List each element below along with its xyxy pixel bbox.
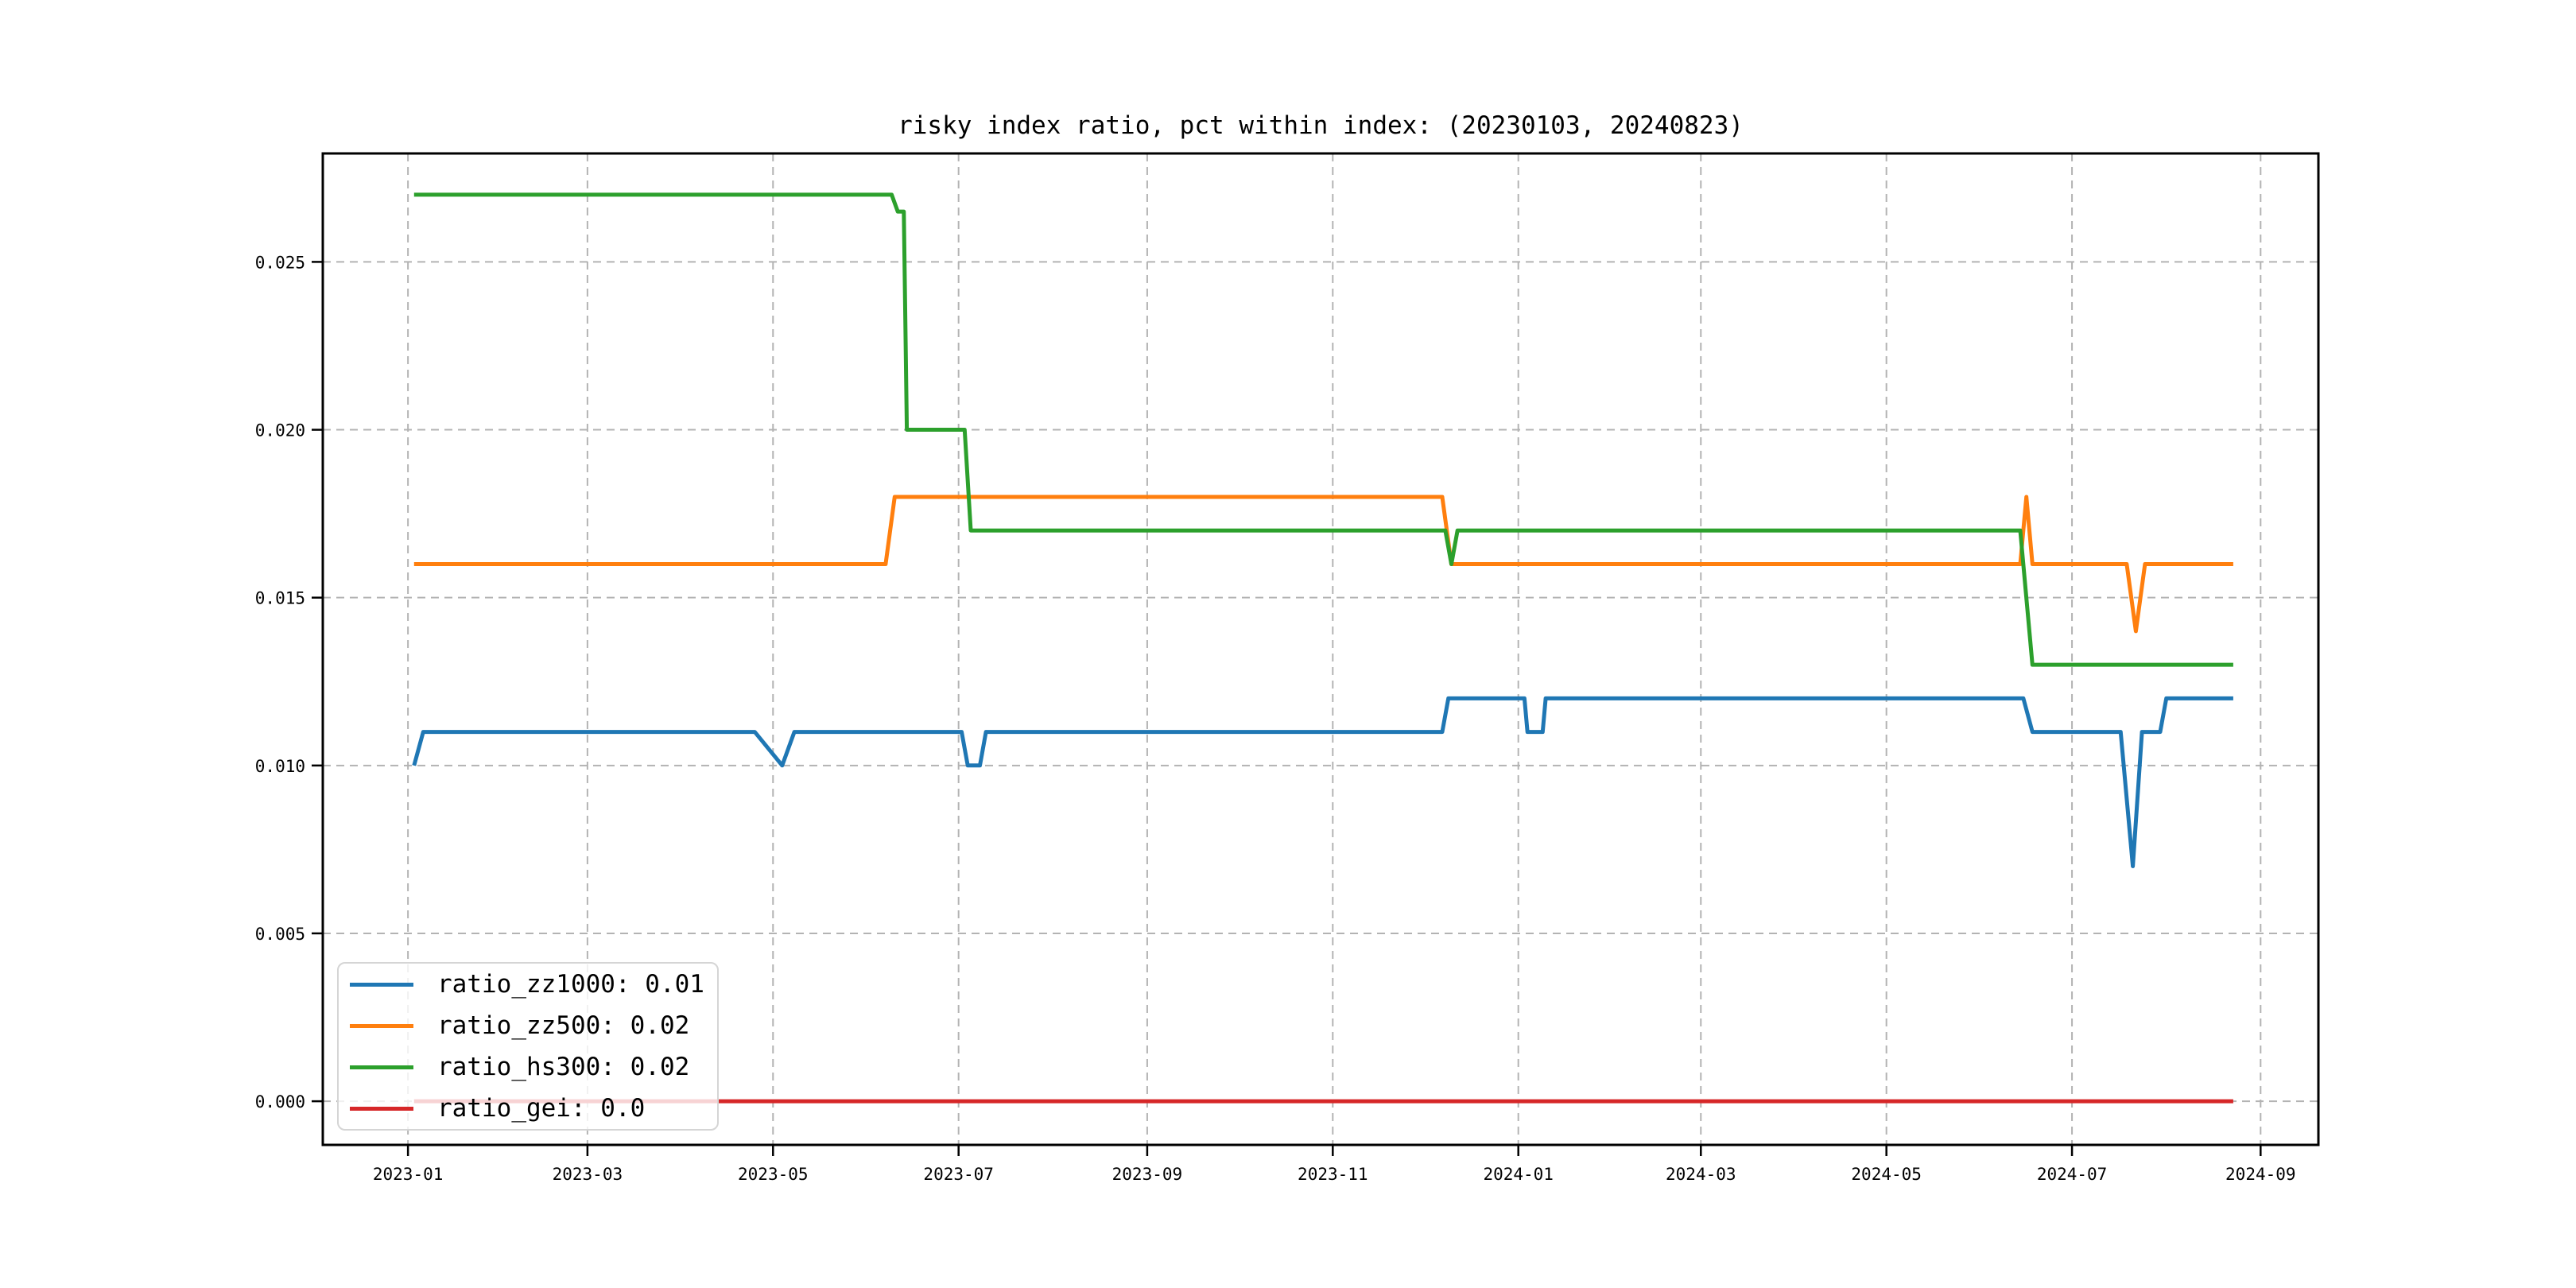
legend-swatch-ratio_zz500 [350,1023,413,1028]
legend-item-ratio_zz500: ratio_zz500: 0.02 [339,1006,717,1046]
y-tick-label: 0.010 [255,757,305,776]
legend-swatch-ratio_hs300 [350,1065,413,1069]
series-line-ratio_hs300 [413,192,2233,667]
y-tick-label: 0.005 [255,925,305,944]
y-tick-label: 0.025 [255,253,305,272]
y-tick-label: 0.015 [255,589,305,608]
series-line-ratio_zz1000 [412,696,2233,868]
legend-label: ratio_gei: 0.0 [437,1094,646,1123]
x-tick-label: 2024-07 [2037,1165,2108,1184]
legend-box: ratio_zz1000: 0.01 ratio_zz500: 0.02 ratio… [337,962,719,1131]
legend-swatch-ratio_zz1000 [350,982,413,987]
x-tick-label: 2024-09 [2225,1165,2296,1184]
chart-title: risky index ratio, pct within index: (20… [898,111,1744,140]
x-tick-label: 2023-03 [553,1165,623,1184]
legend-item-ratio_zz1000: ratio_zz1000: 0.01 [339,964,717,1004]
x-tick-label: 2024-01 [1483,1165,1554,1184]
legend-item-ratio_gei: ratio_gei: 0.0 [339,1088,717,1128]
x-tick-label: 2024-03 [1666,1165,1736,1184]
legend-label: ratio_zz500: 0.02 [437,1011,690,1040]
y-tick-label: 0.000 [255,1092,305,1111]
legend-item-ratio_hs300: ratio_hs300: 0.02 [339,1047,717,1087]
x-tick-label: 2024-05 [1851,1165,1922,1184]
x-tick-label: 2023-11 [1298,1165,1368,1184]
legend-swatch-ratio_gei [350,1106,413,1111]
x-tick-label: 2023-07 [923,1165,994,1184]
legend-label: ratio_hs300: 0.02 [437,1053,690,1081]
y-tick-label: 0.020 [255,421,305,440]
x-tick-label: 2023-09 [1112,1165,1183,1184]
x-tick-label: 2023-05 [738,1165,809,1184]
legend-label: ratio_zz1000: 0.01 [437,970,704,999]
series-line-ratio_zz500 [413,495,2233,634]
x-tick-label: 2023-01 [373,1165,444,1184]
plot-border [321,152,2320,1146]
